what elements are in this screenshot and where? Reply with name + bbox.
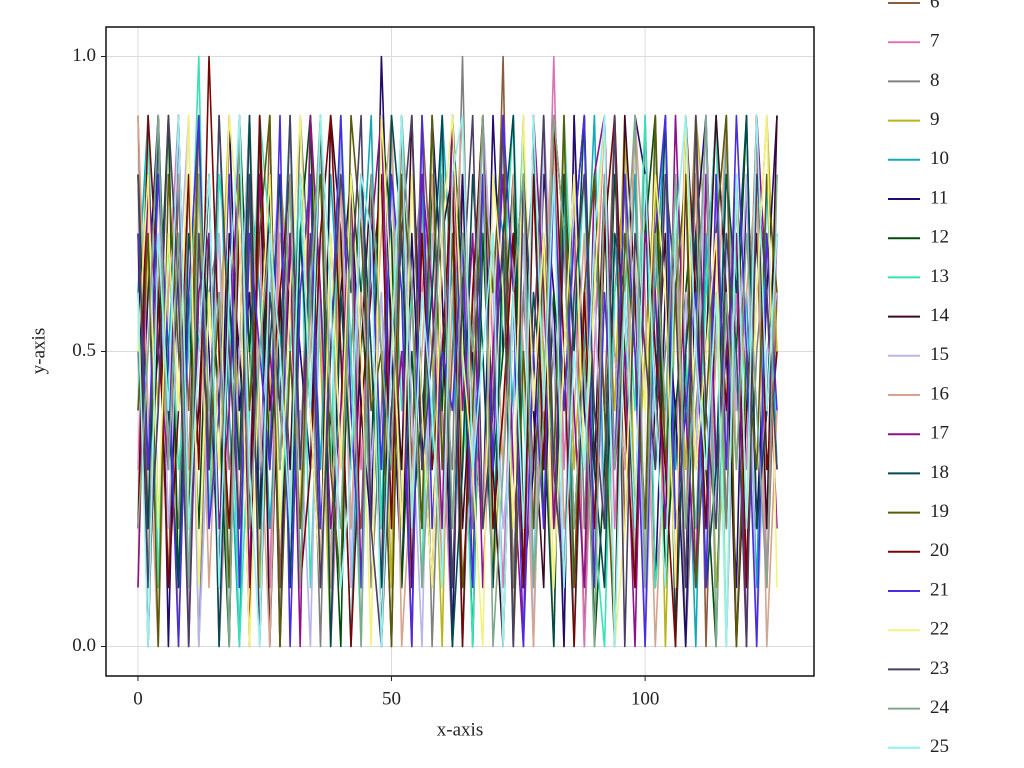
axes: 0 50 100 0.0 0.5 1.0 [72, 45, 659, 710]
x-tick-label: 0 [133, 688, 143, 709]
legend-label: 11 [930, 187, 948, 208]
x-tick-label: 100 [631, 688, 660, 709]
legend-label: 19 [930, 501, 949, 522]
legend-label: 10 [930, 148, 949, 169]
legend-label: 8 [930, 70, 940, 91]
x-tick-label: 50 [382, 688, 401, 709]
series-line [137, 114, 778, 648]
legend-label: 20 [930, 540, 949, 561]
legend-label: 7 [930, 31, 940, 52]
x-axis-label: x-axis [437, 719, 483, 740]
legend-label: 22 [930, 619, 949, 640]
y-tick-label: 1.0 [72, 45, 96, 66]
legend: 6 7 8 9 10 11 12 13 14 15 16 17 18 19 20 21 22 23 24 25 [888, 0, 950, 757]
legend-label: 25 [930, 736, 949, 757]
plot-area [137, 55, 778, 648]
legend-label: 21 [930, 579, 949, 600]
legend-label: 24 [930, 697, 950, 718]
series-line [137, 114, 778, 648]
legend-label: 9 [930, 109, 940, 130]
legend-label: 15 [930, 344, 949, 365]
legend-label: 18 [930, 462, 949, 483]
series-line [137, 114, 778, 648]
legend-label: 16 [930, 383, 949, 404]
y-axis-label: y-axis [28, 328, 49, 374]
legend-label: 14 [930, 305, 950, 326]
legend-label: 17 [930, 423, 949, 444]
y-tick-label: 0.0 [72, 635, 96, 656]
legend-label: 13 [930, 266, 949, 287]
legend-label: 6 [930, 0, 940, 12]
y-tick-label: 0.5 [72, 340, 96, 361]
legend-label: 12 [930, 227, 949, 248]
legend-label: 23 [930, 658, 949, 679]
